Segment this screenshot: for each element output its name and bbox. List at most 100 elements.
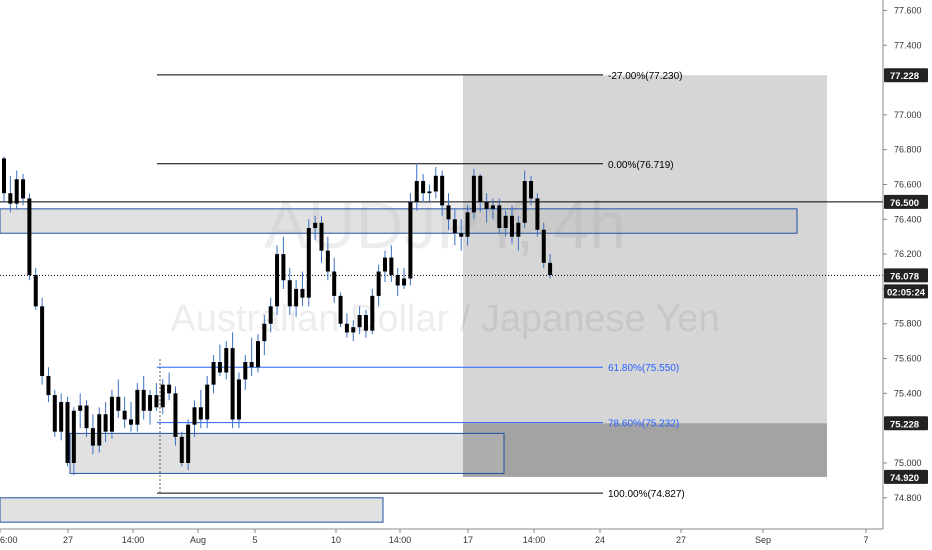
candle — [78, 393, 83, 429]
candle — [103, 402, 108, 443]
candle — [338, 292, 343, 328]
candle-body — [446, 205, 451, 220]
candle-body — [262, 323, 267, 342]
candle-body — [21, 179, 26, 199]
candle-body — [135, 389, 140, 425]
candle — [8, 175, 13, 213]
candle — [173, 386, 178, 446]
x-tick-label: 6:00 — [0, 535, 18, 545]
candle — [211, 355, 216, 394]
candle-body — [395, 275, 400, 286]
x-tick-label: 27 — [676, 535, 686, 545]
position-target-area — [463, 75, 827, 424]
y-tick-label: 77.400 — [894, 40, 922, 50]
price-tag: 75.228 — [890, 419, 919, 430]
candle — [408, 193, 413, 286]
y-tick-label: 76.600 — [894, 179, 922, 189]
candle — [2, 156, 6, 202]
countdown-label: 02:05:24 — [887, 287, 926, 298]
candle-body — [179, 436, 184, 463]
y-tick-label: 77.000 — [894, 110, 922, 120]
candle — [478, 174, 483, 213]
candle — [198, 389, 203, 429]
candle — [249, 337, 254, 376]
candle-body — [319, 222, 324, 251]
candle-body — [27, 198, 32, 275]
candle — [14, 170, 19, 209]
candle-body — [122, 410, 127, 420]
candle — [503, 210, 508, 237]
candle-body — [408, 201, 413, 279]
candle — [471, 168, 476, 220]
candle-body — [338, 295, 343, 324]
y-tick-label: 75.400 — [894, 388, 922, 398]
candle-body — [116, 396, 121, 411]
fib-label: 61.80%(75.550) — [608, 363, 679, 374]
candle-body — [90, 428, 95, 446]
candle — [294, 280, 299, 317]
candle — [344, 313, 349, 338]
horizontal-line-tag-bg — [884, 194, 928, 209]
candle-body — [402, 278, 407, 286]
candle-body — [59, 402, 64, 432]
candle — [236, 372, 241, 429]
candle — [535, 193, 540, 237]
candle — [421, 174, 426, 202]
candle-body — [351, 327, 356, 333]
horizontal-line-tag: 76.500 — [890, 198, 919, 209]
candle-body — [535, 198, 540, 230]
candle — [287, 268, 292, 316]
resistance-zone — [0, 208, 798, 234]
x-tick-label: Sep — [755, 535, 771, 545]
y-tick-label: 75.800 — [894, 319, 922, 329]
candle — [224, 341, 229, 380]
candle — [122, 396, 127, 429]
y-tick-label: 75.000 — [894, 458, 922, 468]
candle-body — [173, 393, 178, 437]
candle — [351, 320, 356, 342]
candle — [484, 193, 489, 223]
candle — [160, 379, 165, 415]
candle — [357, 306, 362, 335]
candle — [116, 379, 121, 418]
candle-body — [363, 315, 368, 331]
candle-body — [97, 414, 102, 446]
candle-body — [421, 181, 426, 194]
symbol-watermark: AUDJPY, 4h — [264, 188, 626, 262]
candle — [141, 375, 146, 420]
y-tick-label: 76.800 — [894, 145, 922, 155]
lower-zone — [0, 497, 384, 523]
time-axis-bg — [0, 529, 932, 550]
description-watermark: Australian Dollar / Japanese Yen — [170, 298, 719, 340]
candle-body — [268, 306, 273, 324]
candle-body — [167, 384, 172, 394]
x-tick-label: 17 — [463, 535, 473, 545]
candle — [389, 245, 394, 282]
candle-body — [503, 215, 508, 229]
candle-body — [300, 288, 305, 298]
current-price-tag: 76.078 — [890, 271, 919, 282]
candle-body — [160, 384, 165, 408]
candle-body — [497, 205, 502, 229]
price-tag: 77.228 — [890, 71, 919, 82]
candle-body — [490, 205, 495, 209]
candle — [281, 236, 286, 289]
candle — [179, 431, 184, 467]
candle — [325, 236, 330, 281]
candle-body — [459, 233, 464, 237]
candle-body — [249, 362, 254, 368]
x-tick-label: 27 — [63, 535, 73, 545]
candle-body — [78, 405, 83, 411]
candle-body — [65, 402, 70, 463]
candle-body — [452, 219, 457, 234]
y-tick-label: 76.200 — [894, 249, 922, 259]
candle-body — [376, 271, 381, 296]
candle — [217, 344, 222, 376]
candle — [332, 257, 337, 303]
fib-label: 78.60%(75.232) — [608, 419, 679, 430]
candle-body — [478, 175, 483, 202]
candle-body — [516, 222, 521, 237]
candle-body — [198, 407, 203, 420]
x-tick-label: 14:00 — [523, 535, 546, 545]
